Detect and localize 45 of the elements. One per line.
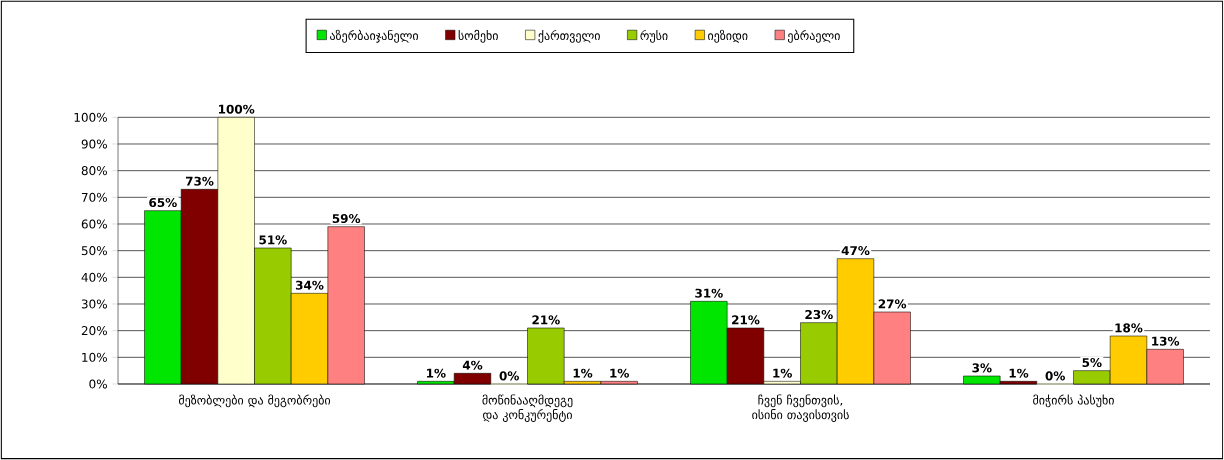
data-label: 1% [610,368,629,378]
data-label: 18% [1115,323,1143,333]
data-label: 65% [149,197,177,208]
data-label: 1% [573,368,593,378]
data-label: 34% [295,280,324,290]
y-tick-label: 20% [81,326,107,336]
y-tick-label: 50% [81,246,107,256]
data-label: 59% [332,213,361,224]
legend-label: აზერბაიჯანელი [330,29,419,43]
data-label: 3% [972,363,992,373]
legend-label: ქართველი [538,29,600,43]
x-tick-label: ჩვენ ჩვენთვის, ისინი თავისთვის [752,394,849,422]
data-label: 51% [259,235,287,245]
data-label: 100% [219,104,255,114]
data-label: 5% [1082,357,1102,368]
data-label: 1% [1009,368,1029,378]
data-label: 73% [185,176,214,186]
legend-label: ებრაელი [787,29,840,43]
y-tick-label: 90% [81,139,107,149]
data-label: 21% [732,315,760,325]
data-label: 23% [805,309,833,320]
data-label: 1% [773,368,792,378]
data-label: 27% [878,299,907,309]
data-label: 0% [1045,371,1065,381]
x-tick-label: მეზობლები და მეგობრები [178,394,331,408]
legend-label: იეზიდი [708,29,748,43]
data-label: 13% [1152,336,1180,346]
x-tick-label: მოწინააღმდეგე და კონკურენტი [482,394,573,422]
data-label: 4% [462,360,483,370]
y-tick-label: 10% [82,352,107,362]
y-tick-label: 70% [81,192,107,202]
y-tick-label: 40% [81,272,107,282]
legend-label: რუსი [640,29,668,43]
x-tick-label: მიჭირს პასუხი [1033,394,1114,408]
data-label: 0% [499,371,519,381]
y-tick-label: 30% [81,299,107,309]
data-label: 21% [532,315,560,325]
y-tick-label: 100% [74,112,107,122]
y-tick-label: 60% [81,219,107,229]
data-label: 31% [695,288,723,298]
y-tick-label: 0% [89,379,107,389]
data-label: 47% [841,245,870,256]
legend-label: სომეხი [458,29,498,43]
data-label: 1% [427,368,446,378]
y-tick-label: 80% [81,166,107,176]
